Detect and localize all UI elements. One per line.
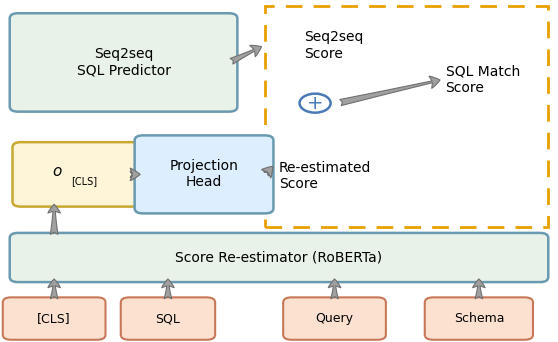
- Text: o: o: [52, 163, 61, 179]
- FancyBboxPatch shape: [3, 297, 105, 340]
- Text: [CLS]: [CLS]: [71, 176, 97, 186]
- FancyBboxPatch shape: [9, 13, 237, 111]
- Text: Projection
Head: Projection Head: [170, 159, 238, 189]
- Text: Seq2seq
SQL Predictor: Seq2seq SQL Predictor: [76, 47, 171, 78]
- FancyBboxPatch shape: [12, 142, 140, 207]
- FancyBboxPatch shape: [283, 297, 386, 340]
- Text: Query: Query: [315, 312, 354, 325]
- Text: Schema: Schema: [454, 312, 504, 325]
- Text: SQL: SQL: [156, 312, 180, 325]
- Text: Score Re-estimator (RoBERTa): Score Re-estimator (RoBERTa): [175, 250, 383, 264]
- FancyBboxPatch shape: [121, 297, 215, 340]
- Text: SQL Match
Score: SQL Match Score: [446, 64, 520, 94]
- Text: +: +: [307, 94, 323, 113]
- Text: Re-estimated
Score: Re-estimated Score: [279, 161, 372, 191]
- FancyBboxPatch shape: [425, 297, 533, 340]
- FancyBboxPatch shape: [134, 135, 273, 213]
- FancyBboxPatch shape: [9, 233, 549, 282]
- Text: Seq2seq
Score: Seq2seq Score: [304, 30, 363, 61]
- Text: [CLS]: [CLS]: [37, 312, 71, 325]
